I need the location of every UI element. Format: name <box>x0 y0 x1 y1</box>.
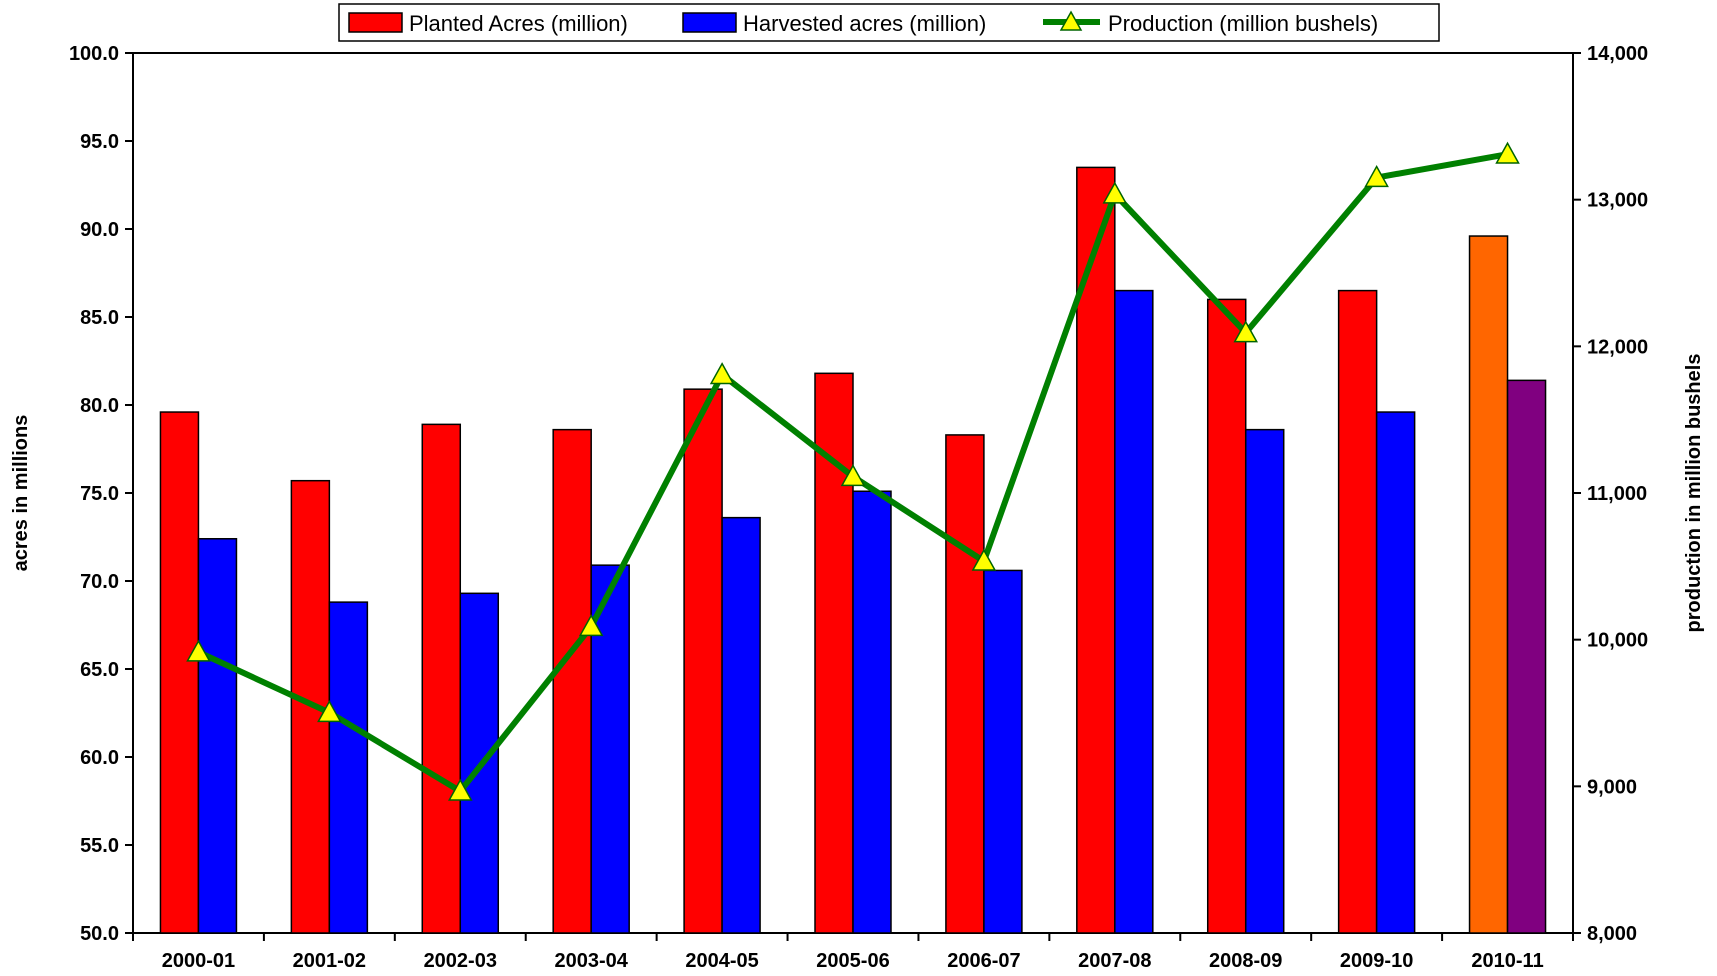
legend-label-planted: Planted Acres (million) <box>409 11 628 36</box>
production-marker-2000-01 <box>186 639 211 662</box>
production-marker-2002-03 <box>447 778 473 801</box>
x-tick-label: 2004-05 <box>685 950 758 972</box>
y-tick-label-left: 75.0 <box>80 483 119 505</box>
bar-planted-2009-10 <box>1337 289 1378 934</box>
bar-planted-2004-05 <box>683 388 723 934</box>
bar-harvested-2010-11 <box>1506 379 1547 934</box>
bar-harvested-2008-09 <box>1244 428 1285 934</box>
y-tick-label-left: 90.0 <box>80 219 119 241</box>
bar-harvested-2007-08 <box>1114 289 1154 934</box>
x-tick-label: 2006-07 <box>947 950 1020 972</box>
y-tick-label-right: 8,000 <box>1587 923 1637 945</box>
production-marker-2010-11 <box>1495 141 1520 164</box>
x-tick-label: 2000-01 <box>162 950 235 972</box>
production-marker-2008-09 <box>1233 320 1259 343</box>
y-tick-label-left: 65.0 <box>80 659 119 681</box>
production-marker-2007-08 <box>1102 181 1128 204</box>
legend-label-harvested: Harvested acres (million) <box>743 11 986 36</box>
legend-marker-production <box>1059 10 1083 31</box>
production-marker-2009-10 <box>1364 164 1389 188</box>
bar-harvested-2004-05 <box>721 516 761 934</box>
bar-harvested-2000-01 <box>197 538 238 934</box>
production-marker-2005-06 <box>840 464 866 487</box>
y-tick-label-right: 9,000 <box>1587 776 1637 798</box>
x-tick-label: 2007-08 <box>1078 950 1151 972</box>
bar-planted-2008-09 <box>1206 298 1247 934</box>
x-tick-label: 2009-10 <box>1340 950 1413 972</box>
y-tick-label-left: 60.0 <box>80 747 119 769</box>
bar-harvested-2002-03 <box>459 592 500 934</box>
y-tick-label-right: 13,000 <box>1587 190 1648 212</box>
production-marker-2003-04 <box>578 614 604 637</box>
axes: 50.0 55.0 60.0 65.0 70.0 75.0 80.0 85.0 90.0 95.0… <box>69 43 1648 972</box>
production-marker-2001-02 <box>317 700 342 723</box>
y-tick-label-left: 80.0 <box>80 395 119 417</box>
y-tick-label-right: 10,000 <box>1587 630 1648 652</box>
y-tick-label-left: 100.0 <box>69 43 119 65</box>
bar-harvested-2009-10 <box>1375 411 1416 934</box>
x-tick-label: 2005-06 <box>816 950 889 972</box>
y-tick-label-right: 12,000 <box>1587 336 1648 358</box>
bar-planted-2000-01 <box>159 411 200 934</box>
y-tick-label-left: 50.0 <box>80 923 119 945</box>
production-marker-2006-07 <box>971 548 997 571</box>
bar-planted-2002-03 <box>421 423 462 934</box>
x-tick-label: 2010-11 <box>1471 950 1543 972</box>
y-tick-label-right: 14,000 <box>1587 43 1648 65</box>
legend-box <box>338 3 1440 42</box>
bar-harvested-2001-02 <box>328 601 369 934</box>
x-tick-label: 2002-03 <box>424 950 497 972</box>
bar-planted-2006-07 <box>945 434 985 934</box>
legend-swatch-planted <box>348 12 403 33</box>
x-tick-label: 2001-02 <box>293 950 366 972</box>
legend: Planted Acres (million) Harvested acres (… <box>338 3 1440 42</box>
x-tick-label: 2008-09 <box>1209 950 1282 972</box>
bar-planted-2003-04 <box>552 428 592 934</box>
y-tick-label-left: 95.0 <box>80 131 119 153</box>
bar-planted-2007-08 <box>1076 166 1116 934</box>
legend-label-production: Production (million bushels) <box>1108 11 1378 36</box>
bar-harvested-2005-06 <box>852 490 892 934</box>
legend-swatch-harvested <box>682 12 737 33</box>
y-tick-label-right: 11,000 <box>1587 483 1647 505</box>
y-axis-title-left: acres in millions <box>10 415 32 572</box>
production-marker-2004-05 <box>709 362 735 385</box>
x-tick-label: 2003-04 <box>554 950 628 972</box>
bar-harvested-2006-07 <box>983 569 1023 934</box>
y-tick-label-left: 55.0 <box>80 835 119 857</box>
production-line <box>186 141 1520 801</box>
bar-planted-2005-06 <box>814 372 854 934</box>
y-axis-title-right: production in million bushels <box>1683 354 1705 633</box>
y-tick-label-left: 70.0 <box>80 571 119 593</box>
bar-planted-2010-11 <box>1468 235 1509 934</box>
y-tick-label-left: 85.0 <box>80 307 119 329</box>
